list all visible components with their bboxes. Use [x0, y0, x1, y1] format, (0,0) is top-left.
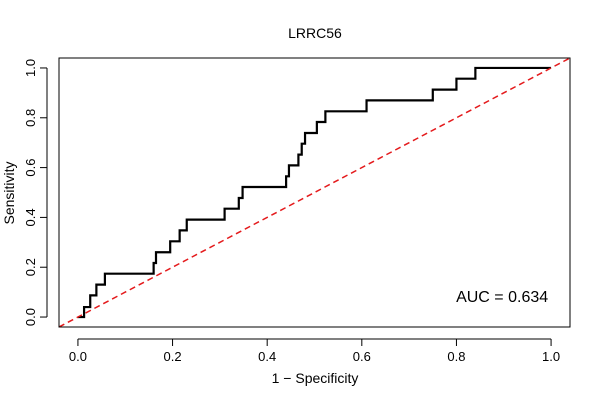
x-tick-label: 0.8 [447, 349, 465, 364]
y-tick-label: 0.6 [23, 159, 38, 177]
y-tick-label: 0.2 [23, 258, 38, 276]
y-tick-label: 0.0 [23, 308, 38, 326]
x-tick-label: 0.2 [164, 349, 182, 364]
y-axis-label: Sensitivity [1, 161, 17, 224]
reference-diagonal-line [59, 58, 570, 327]
roc-curve-line [77, 66, 552, 319]
x-tick-label: 0.0 [69, 349, 87, 364]
x-tick-label: 0.4 [258, 349, 276, 364]
y-tick-label: 0.4 [23, 208, 38, 226]
auc-annotation: AUC = 0.634 [456, 289, 548, 306]
x-axis-label: 1 − Specificity [272, 370, 359, 386]
plot-frame [58, 57, 571, 328]
x-tick-label: 0.6 [353, 349, 371, 364]
y-tick-label: 1.0 [23, 59, 38, 77]
y-tick-label: 0.8 [23, 109, 38, 127]
chart-title: LRRC56 [288, 25, 342, 41]
x-tick-label: 1.0 [542, 349, 560, 364]
plot-area: 0.0 0.2 0.4 0.6 0.8 1.0 0.0 0.2 0.4 0.6 0.8 1.0 AUC … [23, 57, 571, 364]
